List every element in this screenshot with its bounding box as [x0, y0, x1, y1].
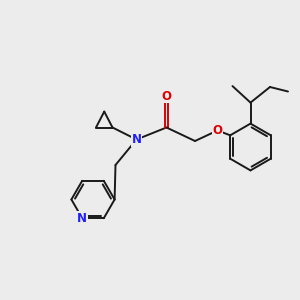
Text: N: N: [131, 133, 142, 146]
Text: O: O: [161, 89, 172, 103]
Text: N: N: [77, 212, 87, 225]
Text: O: O: [212, 124, 223, 137]
